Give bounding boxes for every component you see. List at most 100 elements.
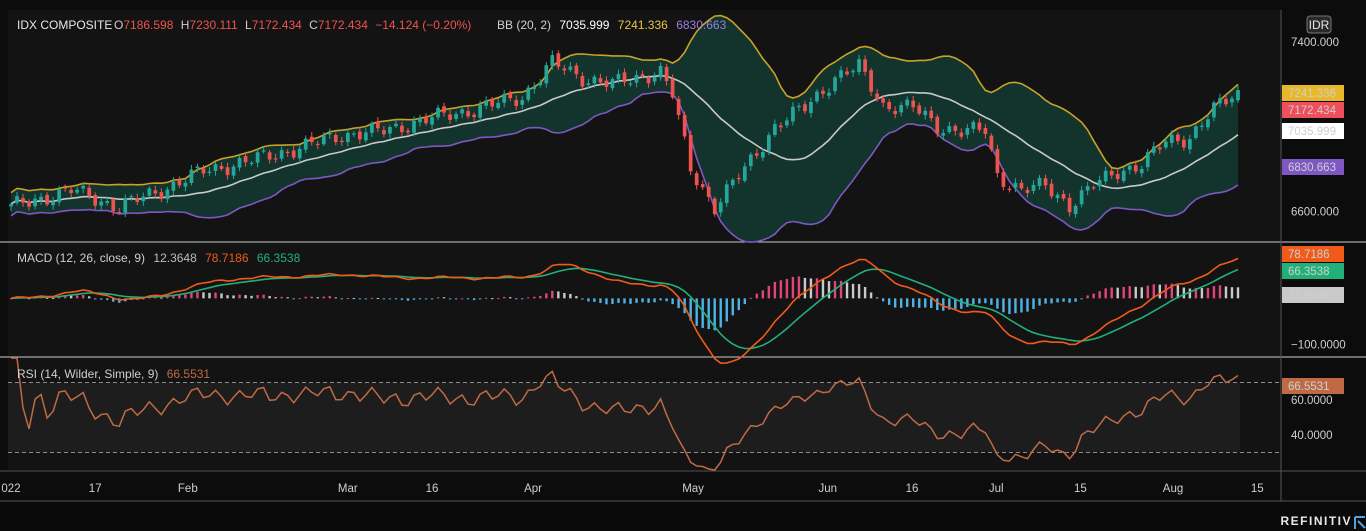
candle-body: [1067, 197, 1072, 213]
candle: [640, 70, 645, 79]
macd-hist-bar: [575, 296, 578, 299]
candle-body: [1121, 170, 1126, 181]
candle: [995, 144, 1000, 178]
macd-hist-bar: [881, 298, 885, 302]
candle: [911, 96, 916, 112]
candle: [712, 196, 717, 217]
time-tick-label: 15: [1251, 483, 1264, 495]
macd-hist-bar: [472, 298, 476, 301]
candle-body: [887, 102, 892, 110]
candle-body: [165, 189, 170, 200]
candle-body: [1163, 141, 1168, 148]
candle: [285, 149, 290, 157]
candle: [1212, 100, 1216, 122]
macd-hist-bar: [478, 298, 482, 300]
candle-body: [821, 90, 825, 94]
macd-hist-bar: [557, 291, 560, 299]
macd-header: MACD (12, 26, close, 9) 12.3648 78.7186 …: [17, 251, 301, 265]
candle-body: [1218, 98, 1222, 104]
macd-hist-bar: [27, 298, 31, 300]
macd-hist-bar: [996, 298, 999, 309]
candle: [520, 96, 525, 109]
macd-hist-bar: [1152, 284, 1155, 299]
candle-body: [117, 212, 122, 214]
candle: [189, 164, 194, 186]
macd-hist-bar: [767, 285, 771, 299]
macd-hist-bar: [647, 298, 650, 303]
svg-text:66.5531: 66.5531: [1288, 381, 1330, 393]
macd-hist-bar: [893, 298, 897, 308]
macd-hist-bar: [496, 298, 500, 300]
macd-hist-bar: [509, 297, 512, 299]
macd-hist-bar: [1194, 287, 1198, 299]
macd-hist-bar: [851, 283, 855, 299]
candle-body: [1025, 189, 1030, 193]
macd-hist-bar: [87, 296, 91, 299]
candle: [21, 193, 25, 207]
candle: [664, 63, 669, 86]
macd-hist-bar: [454, 298, 458, 300]
candle-body: [773, 124, 777, 135]
macd-hist-bar: [1236, 287, 1240, 299]
candle-body: [430, 117, 434, 125]
macd-hist-bar: [244, 295, 247, 299]
macd-hist-bar: [1092, 293, 1095, 299]
macd-hist-bar: [899, 298, 903, 308]
candle: [809, 97, 813, 118]
macd-hist-bar: [442, 297, 446, 299]
candle-body: [935, 116, 940, 134]
macd-hist-bar: [1170, 283, 1174, 299]
candle: [69, 185, 74, 198]
candle-body: [1049, 183, 1054, 197]
macd-hist-bar: [214, 292, 217, 299]
rsi-tick-label: 40.0000: [1291, 430, 1333, 442]
macd-hist-bar: [551, 290, 554, 299]
candle-body: [207, 171, 212, 173]
candle-body: [959, 132, 964, 137]
macd-hist-bar: [358, 298, 362, 300]
bb-upper-badge: 7241.336: [1282, 85, 1344, 101]
macd-hist-bar: [81, 294, 85, 299]
rsi-line: [11, 357, 1239, 471]
candle-body: [147, 188, 152, 196]
time-tick-label: 15: [1074, 483, 1087, 495]
currency-badge[interactable]: IDR: [1306, 15, 1332, 34]
candle-body: [1188, 139, 1192, 150]
candle-body: [785, 120, 789, 126]
macd-hist-bar: [539, 295, 542, 299]
candle: [1145, 148, 1150, 172]
candle: [171, 177, 176, 196]
candle: [670, 74, 675, 100]
macd-hist-bar: [448, 298, 452, 300]
candle: [1019, 179, 1024, 191]
candle-body: [694, 173, 699, 186]
candle: [875, 89, 879, 102]
candle: [201, 164, 206, 178]
candle-body: [706, 186, 711, 197]
candle: [893, 106, 898, 119]
macd-hist-bar: [936, 298, 939, 311]
macd-hist-bar: [845, 282, 849, 299]
candle: [730, 177, 735, 189]
candle: [700, 180, 705, 190]
candle: [610, 77, 615, 91]
macd-hist-bar: [178, 294, 181, 299]
candle-body: [27, 201, 31, 207]
candle: [1151, 141, 1156, 156]
candle-body: [833, 77, 837, 92]
candle-body: [766, 135, 771, 151]
candle-body: [592, 76, 597, 84]
candle-body: [604, 80, 609, 87]
candle: [694, 170, 699, 190]
candle-body: [809, 102, 813, 113]
candle-body: [1139, 168, 1144, 174]
candle: [75, 186, 80, 195]
candle: [27, 199, 31, 211]
candle-body: [195, 166, 200, 169]
macd-readout: MACD (12, 26, close, 9) 12.3648 78.7186 …: [17, 251, 301, 265]
candle: [45, 192, 49, 207]
candle-body: [1145, 152, 1150, 168]
candle-body: [351, 133, 356, 135]
candle: [478, 100, 483, 122]
